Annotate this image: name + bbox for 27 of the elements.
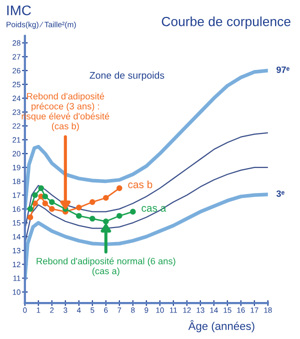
annotation: Zone de surpoids xyxy=(90,72,164,81)
point xyxy=(27,206,34,212)
point xyxy=(116,185,122,192)
point xyxy=(42,200,48,206)
line-series xyxy=(24,192,268,280)
point xyxy=(76,212,82,219)
chart-title: Courbe de corpulence xyxy=(162,16,290,29)
point xyxy=(48,206,55,212)
y-axis-title: IMC xyxy=(7,5,31,16)
point xyxy=(130,208,136,215)
point xyxy=(116,212,122,219)
point xyxy=(89,199,96,205)
point xyxy=(89,216,96,222)
point xyxy=(102,218,109,224)
point xyxy=(102,194,109,201)
point xyxy=(32,192,38,198)
series-label: 97ᵉ xyxy=(276,66,290,73)
point xyxy=(38,185,44,192)
annotation: Rebond d'adiposité normal (6 ans) (cas a) xyxy=(36,258,176,276)
series-label: cas b xyxy=(128,180,152,188)
point xyxy=(32,200,38,206)
series-label: 3ᵉ xyxy=(276,190,284,197)
point xyxy=(48,199,55,205)
point xyxy=(42,194,48,200)
x-axis-title: Âge (années) xyxy=(188,320,254,332)
point xyxy=(27,214,34,220)
point xyxy=(76,204,82,210)
